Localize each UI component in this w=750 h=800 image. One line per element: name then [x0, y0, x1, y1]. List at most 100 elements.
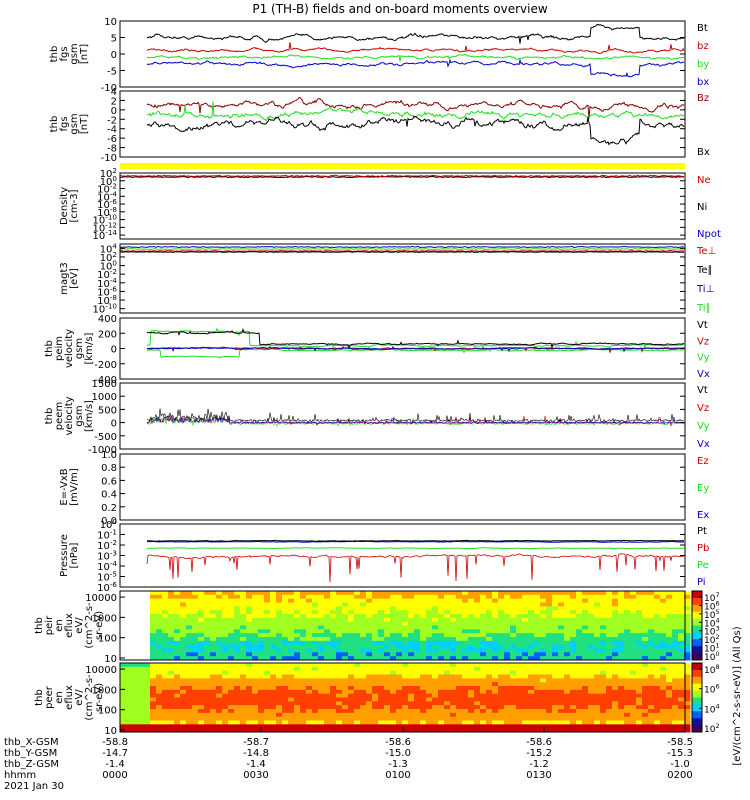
- heatmap-cell: [306, 682, 313, 687]
- heatmap-cell: [564, 686, 571, 691]
- heatmap-cell: [210, 666, 217, 672]
- heatmap-cell: [228, 606, 235, 611]
- heatmap-cell: [234, 644, 241, 649]
- heatmap-cell: [306, 712, 313, 718]
- heatmap-cell: [360, 701, 367, 706]
- heatmap-cell: [282, 633, 289, 638]
- heatmap-cell: [288, 728, 295, 733]
- heatmap-cell: [546, 606, 553, 611]
- heatmap-cell: [438, 701, 445, 706]
- y-axis-label: gsm: [69, 113, 80, 134]
- heatmap-cell: [414, 674, 421, 679]
- heatmap-cell: [588, 686, 595, 691]
- heatmap-cell: [180, 614, 187, 619]
- heatmap-cell: [480, 621, 487, 626]
- heatmap-cell: [600, 705, 607, 710]
- heatmap-cell: [174, 689, 181, 695]
- heatmap-cell: [360, 697, 367, 702]
- colorbar-segment: [692, 725, 702, 733]
- heatmap-cell: [192, 678, 199, 683]
- heatmap-cell: [528, 678, 535, 683]
- heatmap-cell: [222, 598, 229, 603]
- heatmap-cell: [630, 637, 637, 642]
- heatmap-cell: [408, 656, 415, 661]
- heatmap-cell: [312, 648, 319, 653]
- heatmap-cell: [126, 728, 133, 733]
- heatmap-cell: [438, 674, 445, 679]
- heatmap-cell: [234, 701, 241, 706]
- heatmap-cell: [312, 640, 319, 646]
- heatmap-cell: [240, 633, 247, 638]
- heatmap-cell: [228, 614, 235, 619]
- heatmap-cell: [360, 633, 367, 638]
- heatmap-cell: [666, 728, 673, 733]
- heatmap-cell: [576, 594, 583, 600]
- heatmap-cell: [372, 598, 379, 603]
- heatmap-cell: [342, 682, 349, 687]
- heatmap-cell: [480, 716, 487, 721]
- heatmap-cell: [288, 621, 295, 626]
- heatmap-cell: [402, 705, 409, 710]
- heatmap-cell: [270, 591, 277, 596]
- heatmap-cell: [180, 640, 187, 646]
- heatmap-cell: [288, 602, 295, 607]
- heatmap-cell: [330, 728, 337, 733]
- heatmap-cell: [420, 716, 427, 721]
- heatmap-cell: [360, 693, 367, 698]
- heatmap-cell: [342, 656, 349, 661]
- heatmap-cell: [678, 670, 685, 675]
- heatmap-cell: [300, 716, 307, 721]
- heatmap-cell: [408, 591, 415, 596]
- heatmap-cell: [384, 606, 391, 611]
- heatmap-cell: [354, 686, 361, 691]
- heatmap-cell: [672, 728, 679, 733]
- heatmap-cell: [234, 594, 241, 600]
- heatmap-cell: [276, 678, 283, 683]
- heatmap-cell: [234, 670, 241, 675]
- heatmap-cell: [156, 682, 163, 687]
- heatmap-cell: [150, 663, 157, 668]
- heatmap-cell: [450, 591, 457, 596]
- heatmap-cell: [504, 701, 511, 706]
- heatmap-cell: [222, 720, 229, 725]
- colorbar-tick-label: 106: [704, 683, 720, 696]
- heatmap-cell: [204, 686, 211, 691]
- panel-peem_velocity: thb peem velocity gsm [km/s]VtVzVyVx15001000…: [44, 379, 710, 456]
- heatmap-cell: [360, 648, 367, 653]
- heatmap-cell: [342, 648, 349, 653]
- heatmap-cell: [522, 644, 529, 649]
- heatmap-cell: [450, 716, 457, 721]
- heatmap-cell: [402, 670, 409, 675]
- heatmap-cell: [210, 716, 217, 721]
- heatmap-cell: [594, 716, 601, 721]
- heatmap-cell: [234, 720, 241, 725]
- heatmap-cell: [336, 724, 343, 729]
- heatmap-cell: [630, 682, 637, 687]
- heatmap-cell: [402, 656, 409, 661]
- heatmap-cell: [636, 716, 643, 721]
- heatmap-cell: [192, 621, 199, 626]
- heatmap-cell: [648, 678, 655, 683]
- heatmap-cell: [300, 689, 307, 695]
- heatmap-cell: [618, 666, 625, 672]
- heatmap-cell: [282, 637, 289, 642]
- heatmap-cell: [366, 598, 373, 603]
- y-tick-label: 0.2: [101, 503, 117, 514]
- heatmap-cell: [258, 652, 265, 657]
- heatmap-cell: [234, 674, 241, 679]
- heatmap-cell: [594, 686, 601, 691]
- heatmap-cell: [174, 640, 181, 646]
- heatmap-cell: [240, 594, 247, 600]
- heatmap-cell: [522, 705, 529, 710]
- heatmap-cell: [564, 637, 571, 642]
- heatmap-cell: [510, 637, 517, 642]
- heatmap-cell: [522, 598, 529, 603]
- heatmap-cell: [324, 637, 331, 642]
- heatmap-cell: [426, 644, 433, 649]
- heatmap-cell: [204, 709, 211, 714]
- heatmap-cell: [498, 617, 505, 623]
- heatmap-cell: [558, 602, 565, 607]
- heatmap-cell: [600, 644, 607, 649]
- heatmap-cell: [588, 666, 595, 672]
- heatmap-cell: [474, 705, 481, 710]
